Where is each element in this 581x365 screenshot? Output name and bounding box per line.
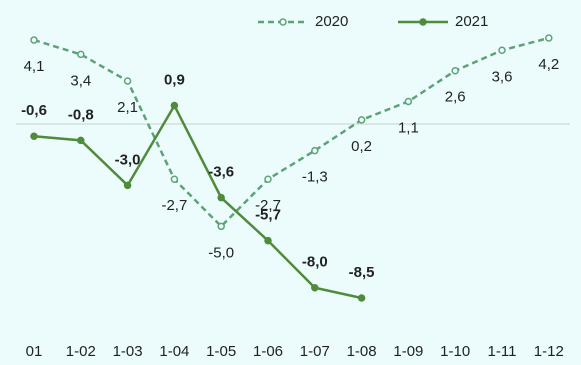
data-point [498, 46, 506, 55]
data-label: 2,1 [117, 99, 138, 116]
data-label: 0,9 [164, 72, 185, 89]
x-tick-label: 1-02 [66, 343, 96, 360]
data-label: 4,1 [24, 58, 45, 75]
x-tick-label: 1-11 [488, 343, 517, 360]
x-tick-label: 1-12 [534, 343, 564, 360]
data-point [311, 146, 319, 155]
data-point [170, 175, 179, 184]
data-label: -2,7 [161, 197, 187, 214]
x-tick-label: 1-08 [347, 343, 377, 360]
data-label: 4,2 [538, 56, 559, 73]
data-point [123, 77, 132, 85]
data-label: 2,6 [445, 89, 466, 106]
data-label: 1,1 [398, 119, 419, 136]
series-line [33, 36, 550, 229]
legend-marker [279, 18, 287, 26]
legend-label: 2020 [315, 13, 348, 30]
x-tick-label: 1-09 [393, 343, 423, 360]
data-label: -5,7 [255, 207, 281, 224]
data-point [170, 101, 179, 110]
data-point [451, 67, 459, 75]
data-label: -1,3 [302, 169, 328, 186]
x-tick-label: 01 [26, 343, 43, 360]
data-label: -8,0 [302, 254, 328, 271]
legend-marker [419, 18, 427, 26]
x-tick-label: 1-07 [300, 343, 330, 360]
x-tick-label: 1-03 [113, 343, 143, 360]
data-point [404, 97, 413, 106]
legend-label: 2021 [455, 13, 488, 30]
data-point [545, 34, 553, 42]
x-tick-label: 1-04 [159, 343, 189, 360]
data-point [77, 136, 85, 145]
data-point [217, 222, 225, 231]
data-point [30, 36, 38, 44]
data-label: -5,0 [208, 244, 234, 261]
series-line [33, 102, 362, 300]
data-point [264, 236, 272, 245]
data-label: 3,6 [492, 68, 513, 85]
data-label: 0,2 [351, 138, 372, 155]
data-point [311, 284, 319, 292]
data-point [357, 116, 366, 124]
data-label: -8,5 [349, 264, 375, 281]
data-label: -3,0 [115, 151, 141, 168]
data-label: -3,6 [208, 164, 234, 181]
x-tick-label: 1-10 [440, 343, 470, 360]
data-label: -2,7 [255, 197, 281, 214]
x-tick-label: 1-05 [206, 343, 236, 360]
data-label: -0,6 [21, 102, 47, 119]
data-label: 3,4 [70, 72, 91, 89]
data-point [77, 50, 85, 59]
data-point [357, 294, 366, 302]
data-point [123, 181, 132, 190]
data-point [264, 175, 272, 184]
data-point [217, 193, 225, 202]
x-tick-label: 1-06 [253, 343, 283, 360]
data-point [30, 132, 38, 141]
data-label: -0,8 [68, 106, 94, 123]
